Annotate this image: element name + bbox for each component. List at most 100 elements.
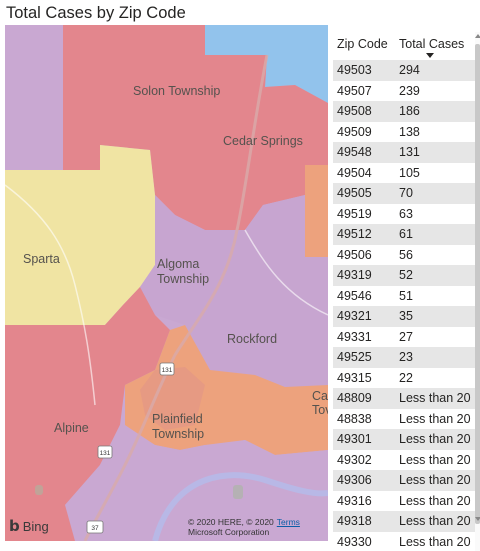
terms-link[interactable]: Terms xyxy=(276,517,300,527)
svg-text:131: 131 xyxy=(162,367,173,374)
map-canvas[interactable]: 131 131 37 xyxy=(5,25,328,541)
cell-total-cases: 63 xyxy=(399,206,413,221)
place-alpine: Alpine xyxy=(54,421,89,435)
cell-total-cases: 138 xyxy=(399,124,420,139)
table-row[interactable]: 49301 Less than 20 xyxy=(333,429,480,450)
cell-total-cases: Less than 20 xyxy=(399,452,471,467)
place-sparta: Sparta xyxy=(23,252,60,266)
column-header-zip-code[interactable]: Zip Code xyxy=(337,37,388,51)
table-row[interactable]: 49509 138 xyxy=(333,121,480,142)
road-shield-131-north: 131 xyxy=(159,362,175,376)
column-header-total-cases-label: Total Cases xyxy=(399,37,465,51)
cell-total-cases: Less than 20 xyxy=(399,411,471,426)
zip-region-yellow[interactable] xyxy=(5,145,155,325)
cell-zip-code: 49506 xyxy=(337,247,372,262)
cell-zip-code: 49302 xyxy=(337,452,372,467)
scroll-down-icon[interactable] xyxy=(475,517,480,521)
cell-total-cases: 61 xyxy=(399,227,413,242)
map-copyright: © 2020 HERE, © 2020 Terms Microsoft Corpo… xyxy=(188,517,300,537)
table-row[interactable]: 49504 105 xyxy=(333,162,480,183)
svg-text:131: 131 xyxy=(100,450,111,457)
table-row[interactable]: 49548 131 xyxy=(333,142,480,163)
zip-region-red-southwest[interactable] xyxy=(5,505,75,541)
cell-zip-code: 49512 xyxy=(337,227,372,242)
zip-region-algoma[interactable] xyxy=(140,195,328,387)
choropleth-map[interactable]: 131 131 37 Solon Township Cedar Springs … xyxy=(5,25,328,541)
cell-zip-code: 49316 xyxy=(337,493,372,508)
svg-text:37: 37 xyxy=(91,525,99,532)
cell-total-cases: 51 xyxy=(399,288,413,303)
place-rockford: Rockford xyxy=(227,332,278,346)
cell-zip-code: 49519 xyxy=(337,206,372,221)
visual-title: Total Cases by Zip Code xyxy=(6,4,186,22)
table-row[interactable]: 49519 63 xyxy=(333,203,480,224)
zip-table[interactable]: Zip Code Total Cases 49503 294 49507 239 495… xyxy=(333,32,480,551)
road-shield-37: 37 xyxy=(86,520,104,534)
cell-total-cases: 70 xyxy=(399,186,413,201)
cell-zip-code: 49504 xyxy=(337,165,372,180)
cell-total-cases: 105 xyxy=(399,165,420,180)
table-row[interactable]: 49330 Less than 20 xyxy=(333,531,480,551)
cell-total-cases: 35 xyxy=(399,309,413,324)
bing-logo[interactable]: b Bing xyxy=(9,517,49,535)
cell-total-cases: 52 xyxy=(399,268,413,283)
cell-zip-code: 49548 xyxy=(337,145,372,160)
table-row[interactable]: 49315 22 xyxy=(333,367,480,388)
road-shield-131-south: 131 xyxy=(97,445,113,459)
cell-total-cases: 27 xyxy=(399,329,413,344)
table-row[interactable]: 49318 Less than 20 xyxy=(333,511,480,532)
table-row[interactable]: 48838 Less than 20 xyxy=(333,408,480,429)
table-row[interactable]: 49503 294 xyxy=(333,60,480,81)
table-scrollbar[interactable] xyxy=(475,32,480,551)
table-row[interactable]: 49525 23 xyxy=(333,347,480,368)
table-row[interactable]: 49546 51 xyxy=(333,285,480,306)
sort-descending-icon[interactable] xyxy=(426,53,434,58)
zip-region-red-pocket[interactable] xyxy=(140,367,205,430)
cell-zip-code: 49301 xyxy=(337,432,372,447)
table-row[interactable]: 49306 Less than 20 xyxy=(333,470,480,491)
cell-total-cases: 22 xyxy=(399,370,413,385)
table-row[interactable]: 49319 52 xyxy=(333,265,480,286)
table-header: Zip Code Total Cases xyxy=(333,32,480,60)
road xyxy=(5,184,96,406)
cell-zip-code: 49505 xyxy=(337,186,372,201)
cell-zip-code: 49509 xyxy=(337,124,372,139)
cell-total-cases: 294 xyxy=(399,63,420,78)
park xyxy=(233,485,243,499)
zip-region-red-south[interactable] xyxy=(5,287,170,505)
cell-zip-code: 48809 xyxy=(337,391,372,406)
table-row[interactable]: 49508 186 xyxy=(333,101,480,122)
cell-zip-code: 49508 xyxy=(337,104,372,119)
place-plainfield-township: Plainfield Township xyxy=(152,412,205,441)
cell-zip-code: 49546 xyxy=(337,288,372,303)
cell-zip-code: 49321 xyxy=(337,309,372,324)
table-row[interactable]: 49316 Less than 20 xyxy=(333,490,480,511)
table-row[interactable]: 49512 61 xyxy=(333,224,480,245)
table-row[interactable]: 48809 Less than 20 xyxy=(333,388,480,409)
table-row[interactable]: 49507 239 xyxy=(333,80,480,101)
zip-region-purple-south[interactable] xyxy=(5,425,328,541)
cell-zip-code: 49330 xyxy=(337,534,372,549)
place-cedar-springs: Cedar Springs xyxy=(223,134,303,148)
cell-zip-code: 49503 xyxy=(337,63,372,78)
table-row[interactable]: 49505 70 xyxy=(333,183,480,204)
column-header-total-cases[interactable]: Total Cases xyxy=(399,32,464,60)
cell-zip-code: 49315 xyxy=(337,370,372,385)
cell-zip-code: 49507 xyxy=(337,83,372,98)
cell-total-cases: 239 xyxy=(399,83,420,98)
table-row[interactable]: 49331 27 xyxy=(333,326,480,347)
cell-total-cases: 186 xyxy=(399,104,420,119)
scroll-up-icon[interactable] xyxy=(475,34,480,38)
bing-icon: b xyxy=(9,517,20,535)
cell-zip-code: 49318 xyxy=(337,514,372,529)
cell-zip-code: 49319 xyxy=(337,268,372,283)
table-row[interactable]: 49321 35 xyxy=(333,306,480,327)
table-row[interactable]: 49506 56 xyxy=(333,244,480,265)
cell-total-cases: 131 xyxy=(399,145,420,160)
zip-region-orange-east[interactable] xyxy=(305,165,328,257)
scroll-thumb[interactable] xyxy=(475,44,480,524)
river xyxy=(152,472,328,541)
cell-total-cases: Less than 20 xyxy=(399,391,471,406)
copyright-line2: Microsoft Corporation xyxy=(188,527,270,537)
table-row[interactable]: 49302 Less than 20 xyxy=(333,449,480,470)
